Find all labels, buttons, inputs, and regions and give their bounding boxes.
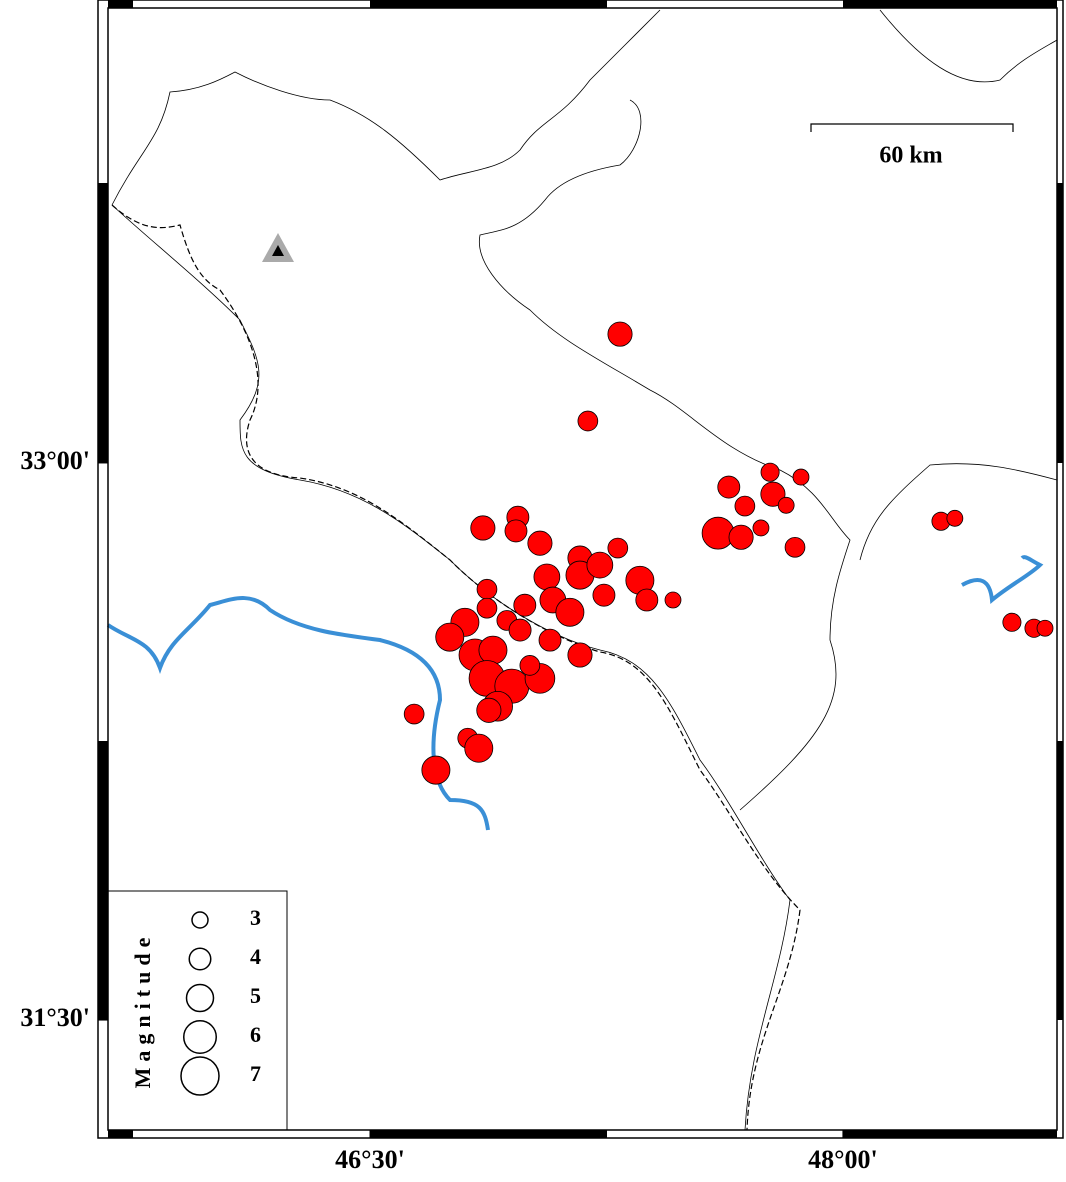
earthquake [519,655,541,676]
earthquake [555,597,585,627]
earthquake [760,462,780,482]
lake [961,555,1044,604]
earthquake [792,468,810,486]
earthquake [403,703,425,725]
border [879,9,1058,83]
legend-label: 3 [250,905,261,930]
frame [97,0,1064,1139]
earthquake [635,588,659,612]
earthquake [435,622,465,652]
border [478,99,851,811]
borders [111,9,1058,1131]
earthquake [567,642,593,668]
earthquake [777,496,795,514]
earthquake [946,509,964,527]
earthquake [1002,612,1022,632]
earthquake [421,755,451,785]
earthquake [760,481,786,507]
earthquake [508,618,532,642]
earthquake [476,697,502,723]
station [272,245,284,256]
legend-circle [191,911,209,929]
y-tick-label: 33°00' [20,446,90,475]
earthquake [1036,619,1054,637]
legend-box [107,890,288,1131]
earthquake [752,519,770,537]
earthquake [586,551,614,579]
earthquake [470,515,496,541]
earthquake [607,321,633,347]
earthquake [734,495,756,517]
earthquake [476,597,498,619]
border [111,9,661,206]
legend-label: 4 [250,944,261,969]
scale-label: 60 km [879,143,942,169]
earthquake [533,563,561,591]
earthquake [607,537,629,559]
x-tick-label: 46°30' [335,1145,405,1174]
earthquake [476,578,498,600]
legend-label: 5 [250,983,261,1008]
earthquake [728,524,754,550]
earthquake [592,583,616,607]
earthquake [577,410,599,432]
earthquake [784,536,806,558]
scale-bar: 60 km [810,123,1014,169]
earthquake [527,530,553,556]
legend-circle [180,1056,220,1096]
earthquake [538,628,562,652]
scale-line [810,123,1014,132]
earthquake [717,475,741,499]
legend-label: 7 [250,1061,261,1086]
x-tick-label: 48°00' [808,1145,878,1174]
legend-circle [185,983,215,1013]
border-dashed [111,204,801,1131]
earthquake [478,635,508,665]
legend-label: 6 [250,1022,261,1047]
earthquake [504,519,528,543]
legend-circle [188,947,212,971]
border [859,463,1058,561]
y-tick-label: 31°30' [20,1003,90,1032]
earthquake [464,733,494,763]
earthquake [664,591,682,609]
earthquake [513,593,537,617]
legend-circle [183,1020,217,1054]
legend-title: Magnitude [130,932,155,1089]
